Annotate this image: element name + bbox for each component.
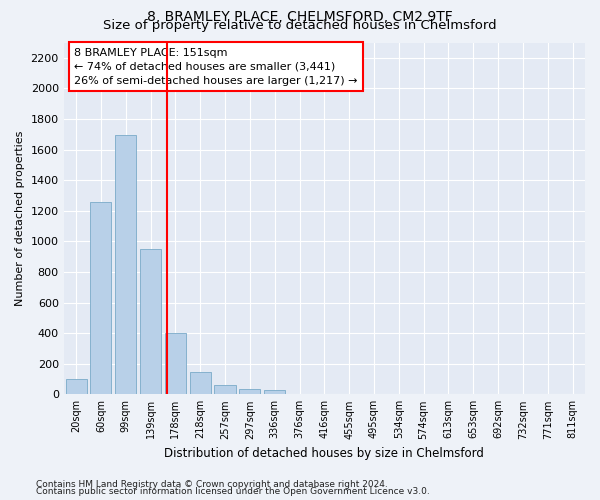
Y-axis label: Number of detached properties: Number of detached properties: [15, 130, 25, 306]
Text: 8 BRAMLEY PLACE: 151sqm
← 74% of detached houses are smaller (3,441)
26% of semi: 8 BRAMLEY PLACE: 151sqm ← 74% of detache…: [74, 48, 358, 86]
Bar: [214, 385, 236, 394]
Text: Size of property relative to detached houses in Chelmsford: Size of property relative to detached ho…: [103, 18, 497, 32]
Bar: [165, 333, 186, 394]
Text: 8, BRAMLEY PLACE, CHELMSFORD, CM2 9TF: 8, BRAMLEY PLACE, CHELMSFORD, CM2 9TF: [147, 10, 453, 24]
Bar: [91, 202, 112, 394]
Bar: [115, 135, 136, 394]
Bar: [239, 390, 260, 394]
Bar: [264, 390, 285, 394]
Bar: [65, 379, 86, 394]
X-axis label: Distribution of detached houses by size in Chelmsford: Distribution of detached houses by size …: [164, 447, 484, 460]
Bar: [140, 249, 161, 394]
Text: Contains HM Land Registry data © Crown copyright and database right 2024.: Contains HM Land Registry data © Crown c…: [36, 480, 388, 489]
Text: Contains public sector information licensed under the Open Government Licence v3: Contains public sector information licen…: [36, 487, 430, 496]
Bar: [190, 372, 211, 394]
